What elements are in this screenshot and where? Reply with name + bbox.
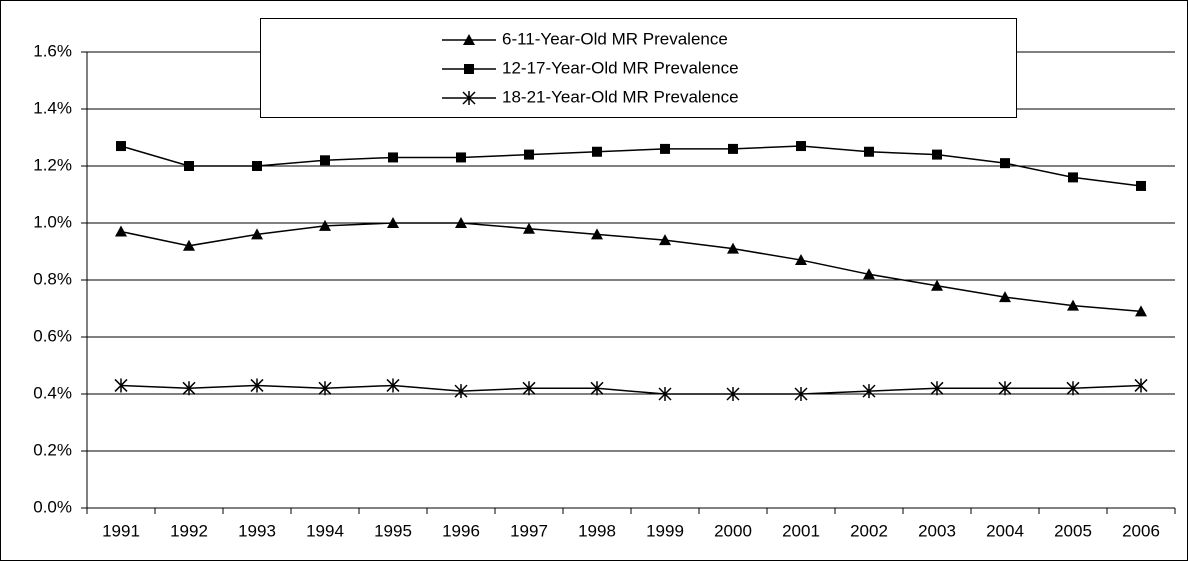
marker	[1067, 299, 1079, 311]
marker	[462, 91, 476, 105]
marker	[1134, 378, 1148, 393]
marker	[998, 381, 1012, 396]
marker	[591, 228, 603, 240]
legend-label: 18-21-Year-Old MR Prevalence	[502, 87, 739, 106]
y-tick-label: 0.2%	[33, 440, 72, 459]
x-tick-label: 1991	[102, 521, 140, 540]
y-tick-label: 0.8%	[33, 269, 72, 288]
series-line	[120, 222, 1142, 313]
marker	[252, 161, 262, 171]
marker	[727, 242, 739, 254]
marker	[1000, 158, 1010, 169]
marker	[463, 34, 475, 45]
x-tick-label: 1996	[442, 521, 480, 540]
x-tick-label: 2000	[714, 521, 752, 540]
marker	[184, 161, 194, 171]
marker	[464, 64, 474, 74]
marker	[592, 146, 602, 157]
y-tick-label: 1.4%	[33, 98, 72, 117]
legend: 6-11-Year-Old MR Prevalence 12-17-Year-Ol…	[260, 18, 1017, 118]
y-tick-label: 0.4%	[33, 383, 72, 402]
x-tick-label: 2003	[918, 521, 956, 540]
marker	[658, 387, 672, 401]
marker	[999, 291, 1011, 303]
marker	[1135, 305, 1147, 317]
marker	[320, 155, 330, 166]
marker	[524, 149, 534, 160]
marker	[455, 217, 467, 228]
y-tick-label: 1.2%	[33, 155, 72, 174]
marker	[1136, 180, 1146, 191]
x-tick-label: 2005	[1054, 521, 1092, 540]
marker	[319, 219, 331, 231]
marker	[1066, 381, 1080, 396]
marker	[728, 143, 738, 154]
marker	[522, 381, 536, 396]
marker	[388, 152, 398, 163]
series-line	[120, 384, 1142, 395]
x-tick-label: 2002	[850, 521, 888, 540]
x-tick-label: 2001	[782, 521, 820, 540]
x-tick-label: 2004	[986, 521, 1024, 540]
marker	[862, 384, 876, 399]
x-tick-label: 2006	[1122, 521, 1160, 540]
marker	[183, 239, 195, 251]
series-line	[120, 145, 1142, 187]
marker	[931, 279, 943, 291]
marker	[726, 387, 740, 401]
x-tick-label: 1993	[238, 521, 276, 540]
marker	[795, 254, 807, 266]
marker	[794, 387, 808, 401]
x-tick-label: 1994	[306, 521, 344, 540]
marker	[454, 384, 468, 399]
marker	[114, 378, 128, 393]
marker	[386, 378, 400, 393]
marker	[796, 141, 806, 152]
legend-box	[260, 18, 1017, 118]
marker	[1068, 172, 1078, 183]
marker	[387, 217, 399, 228]
x-tick-label: 1995	[374, 521, 412, 540]
marker	[590, 381, 604, 396]
marker	[115, 225, 127, 237]
x-tick-label: 1998	[578, 521, 616, 540]
y-tick-label: 1.6%	[33, 41, 72, 60]
marker	[251, 228, 263, 240]
y-tick-label: 1.0%	[33, 212, 72, 231]
marker	[250, 378, 264, 393]
y-tick-label: 0.6%	[33, 326, 72, 345]
marker	[523, 222, 535, 234]
x-tick-label: 1992	[170, 521, 208, 540]
marker	[659, 234, 671, 246]
marker	[182, 381, 196, 396]
marker	[932, 149, 942, 160]
marker	[863, 268, 875, 280]
marker	[930, 381, 944, 396]
marker	[660, 143, 670, 154]
marker	[318, 381, 332, 396]
x-tick-label: 1999	[646, 521, 684, 540]
x-tick-label: 1997	[510, 521, 548, 540]
marker	[116, 141, 126, 152]
legend-label: 12-17-Year-Old MR Prevalence	[502, 58, 739, 77]
legend-label: 6-11-Year-Old MR Prevalence	[502, 29, 728, 48]
y-tick-label: 0.0%	[33, 497, 72, 516]
marker	[456, 152, 466, 163]
marker	[864, 146, 874, 157]
